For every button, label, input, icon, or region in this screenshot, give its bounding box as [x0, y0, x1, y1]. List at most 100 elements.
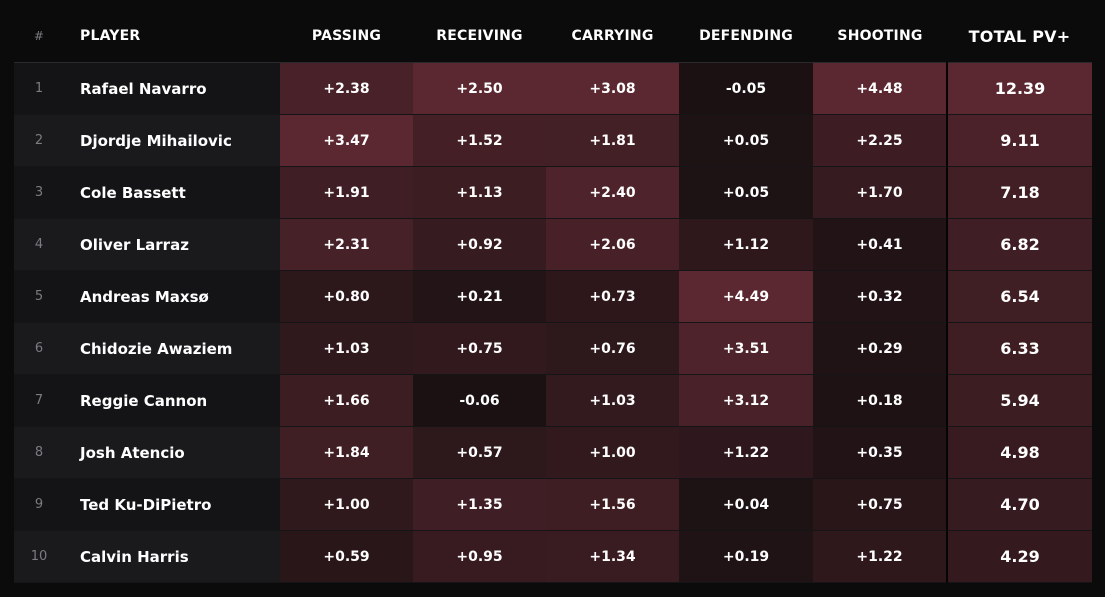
cell-defending: +1.22: [679, 426, 813, 479]
cell-receiving: +0.92: [413, 218, 546, 271]
pv-leaderboard: # PLAYER PASSING RECEIVING CARRYING DEFE…: [14, 10, 1092, 583]
header-total: TOTAL PV+: [947, 10, 1092, 63]
cell-passing: +1.66: [280, 374, 413, 427]
cell-player: Josh Atencio: [64, 426, 280, 479]
header-defending: DEFENDING: [679, 10, 813, 63]
table-row: 3 Cole Bassett +1.91 +1.13 +2.40 +0.05 +1.70 7.…: [14, 166, 1092, 219]
cell-receiving: +2.50: [413, 62, 546, 115]
cell-player: Reggie Cannon: [64, 374, 280, 427]
cell-defending: +0.19: [679, 530, 813, 583]
cell-shooting: +4.48: [813, 62, 947, 115]
cell-carrying: +0.73: [546, 270, 679, 323]
cell-carrying: +1.03: [546, 374, 679, 427]
header-rank: #: [14, 10, 64, 63]
cell-rank: 5: [14, 270, 64, 323]
cell-defending: +0.05: [679, 114, 813, 167]
cell-total: 12.39: [946, 62, 1092, 115]
cell-player: Djordje Mihailovic: [64, 114, 280, 167]
table-body: 1 Rafael Navarro +2.38 +2.50 +3.08 -0.05 +4.48…: [14, 62, 1092, 583]
cell-passing: +1.84: [280, 426, 413, 479]
cell-rank: 3: [14, 166, 64, 219]
cell-total: 9.11: [946, 114, 1092, 167]
cell-total: 6.82: [946, 218, 1092, 271]
cell-passing: +3.47: [280, 114, 413, 167]
table-row: 1 Rafael Navarro +2.38 +2.50 +3.08 -0.05 +4.48…: [14, 62, 1092, 115]
cell-shooting: +1.70: [813, 166, 947, 219]
table-row: 5 Andreas Maxsø +0.80 +0.21 +0.73 +4.49 +0.32 6…: [14, 270, 1092, 323]
cell-passing: +2.31: [280, 218, 413, 271]
cell-player: Oliver Larraz: [64, 218, 280, 271]
cell-receiving: +0.75: [413, 322, 546, 375]
cell-passing: +1.00: [280, 478, 413, 531]
header-passing: PASSING: [280, 10, 413, 63]
cell-player: Ted Ku-DiPietro: [64, 478, 280, 531]
cell-defending: -0.05: [679, 62, 813, 115]
cell-passing: +1.03: [280, 322, 413, 375]
cell-receiving: +0.21: [413, 270, 546, 323]
cell-total: 4.98: [946, 426, 1092, 479]
pv-table: # PLAYER PASSING RECEIVING CARRYING DEFE…: [14, 10, 1092, 583]
cell-rank: 1: [14, 62, 64, 115]
cell-shooting: +0.75: [813, 478, 947, 531]
table-row: 8 Josh Atencio +1.84 +0.57 +1.00 +1.22 +0.35 4.…: [14, 426, 1092, 479]
cell-carrying: +2.40: [546, 166, 679, 219]
header-row: # PLAYER PASSING RECEIVING CARRYING DEFE…: [14, 10, 1092, 63]
table-row: 4 Oliver Larraz +2.31 +0.92 +2.06 +1.12 +0.41 6…: [14, 218, 1092, 271]
header-receiving: RECEIVING: [413, 10, 546, 63]
cell-passing: +0.59: [280, 530, 413, 583]
cell-shooting: +0.32: [813, 270, 947, 323]
cell-rank: 9: [14, 478, 64, 531]
cell-receiving: +0.95: [413, 530, 546, 583]
cell-shooting: +0.41: [813, 218, 947, 271]
cell-rank: 4: [14, 218, 64, 271]
cell-carrying: +1.56: [546, 478, 679, 531]
cell-total: 6.33: [946, 322, 1092, 375]
cell-shooting: +2.25: [813, 114, 947, 167]
cell-passing: +2.38: [280, 62, 413, 115]
header-player: PLAYER: [64, 10, 280, 63]
cell-passing: +0.80: [280, 270, 413, 323]
cell-shooting: +0.29: [813, 322, 947, 375]
cell-rank: 8: [14, 426, 64, 479]
cell-player: Calvin Harris: [64, 530, 280, 583]
cell-carrying: +1.81: [546, 114, 679, 167]
cell-total: 4.29: [946, 530, 1092, 583]
table-row: 9 Ted Ku-DiPietro +1.00 +1.35 +1.56 +0.04 +0.7…: [14, 478, 1092, 531]
cell-total: 4.70: [946, 478, 1092, 531]
cell-shooting: +0.18: [813, 374, 947, 427]
cell-carrying: +2.06: [546, 218, 679, 271]
cell-shooting: +0.35: [813, 426, 947, 479]
table-row: 2 Djordje Mihailovic +3.47 +1.52 +1.81 +0.05 +…: [14, 114, 1092, 167]
cell-defending: +0.04: [679, 478, 813, 531]
cell-rank: 7: [14, 374, 64, 427]
cell-carrying: +3.08: [546, 62, 679, 115]
cell-rank: 10: [14, 530, 64, 583]
header-shooting: SHOOTING: [813, 10, 947, 63]
cell-total: 7.18: [946, 166, 1092, 219]
cell-defending: +4.49: [679, 270, 813, 323]
cell-receiving: +1.13: [413, 166, 546, 219]
cell-receiving: +0.57: [413, 426, 546, 479]
cell-defending: +0.05: [679, 166, 813, 219]
cell-total: 6.54: [946, 270, 1092, 323]
header-carrying: CARRYING: [546, 10, 679, 63]
cell-receiving: -0.06: [413, 374, 546, 427]
cell-defending: +3.51: [679, 322, 813, 375]
cell-rank: 6: [14, 322, 64, 375]
cell-shooting: +1.22: [813, 530, 947, 583]
cell-player: Rafael Navarro: [64, 62, 280, 115]
table-row: 10 Calvin Harris +0.59 +0.95 +1.34 +0.19 +1.22…: [14, 530, 1092, 583]
cell-carrying: +1.00: [546, 426, 679, 479]
cell-passing: +1.91: [280, 166, 413, 219]
cell-total: 5.94: [946, 374, 1092, 427]
cell-player: Andreas Maxsø: [64, 270, 280, 323]
cell-defending: +1.12: [679, 218, 813, 271]
cell-player: Cole Bassett: [64, 166, 280, 219]
cell-receiving: +1.35: [413, 478, 546, 531]
table-row: 7 Reggie Cannon +1.66 -0.06 +1.03 +3.12 +0.18 5…: [14, 374, 1092, 427]
cell-receiving: +1.52: [413, 114, 546, 167]
cell-player: Chidozie Awaziem: [64, 322, 280, 375]
table-row: 6 Chidozie Awaziem +1.03 +0.75 +0.76 +3.51 +0.…: [14, 322, 1092, 375]
cell-defending: +3.12: [679, 374, 813, 427]
cell-carrying: +0.76: [546, 322, 679, 375]
